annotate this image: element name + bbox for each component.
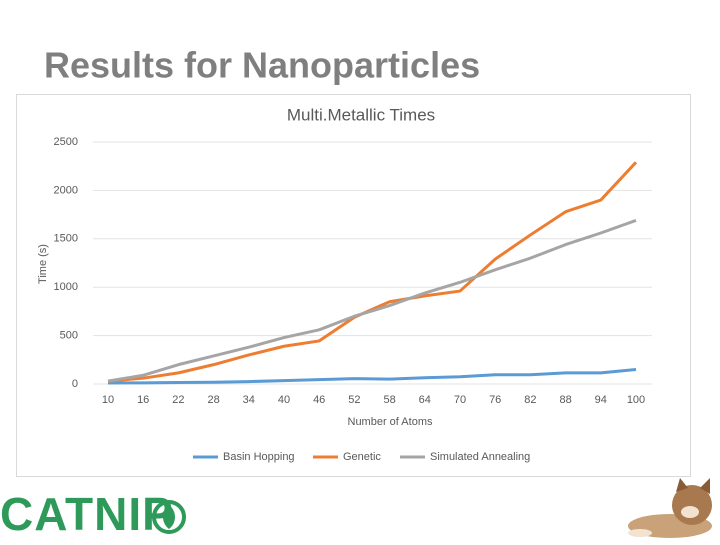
x-tick-label: 40 (278, 394, 290, 406)
x-tick-label: 46 (313, 394, 325, 406)
x-axis-label: Number of Atoms (348, 416, 433, 428)
logo-text: CATNIP (0, 488, 174, 540)
cat-image (628, 478, 712, 538)
x-tick-label: 100 (627, 394, 645, 406)
y-tick-label: 1000 (54, 281, 78, 293)
legend-label: Basin Hopping (223, 451, 295, 463)
chart-frame (16, 94, 691, 477)
x-tick-label: 82 (524, 394, 536, 406)
x-tick-label: 10 (102, 394, 114, 406)
y-tick-label: 500 (60, 330, 78, 342)
legend-label: Simulated Annealing (430, 451, 530, 463)
series-line (107, 367, 637, 385)
chart-title: Multi.Metallic Times (287, 105, 435, 124)
x-tick-label: 52 (348, 394, 360, 406)
series-line (107, 218, 637, 383)
y-tick-label: 2000 (54, 184, 78, 196)
slide-title: Results for Nanoparticles (44, 45, 480, 86)
x-tick-label: 88 (559, 394, 571, 406)
x-tick-label: 64 (419, 394, 431, 406)
y-tick-label: 2500 (54, 136, 78, 148)
x-tick-label: 70 (454, 394, 466, 406)
y-axis-label: Time (s) (37, 244, 49, 284)
x-tick-label: 94 (595, 394, 607, 406)
x-tick-label: 28 (207, 394, 219, 406)
y-tick-label: 0 (72, 378, 78, 390)
x-tick-label: 16 (137, 394, 149, 406)
y-tick-label: 1500 (54, 233, 78, 245)
x-tick-label: 34 (243, 394, 255, 406)
x-tick-label: 58 (383, 394, 395, 406)
x-tick-label: 76 (489, 394, 501, 406)
logo-icon (152, 500, 186, 534)
x-tick-label: 22 (172, 394, 184, 406)
legend-label: Genetic (343, 451, 381, 463)
